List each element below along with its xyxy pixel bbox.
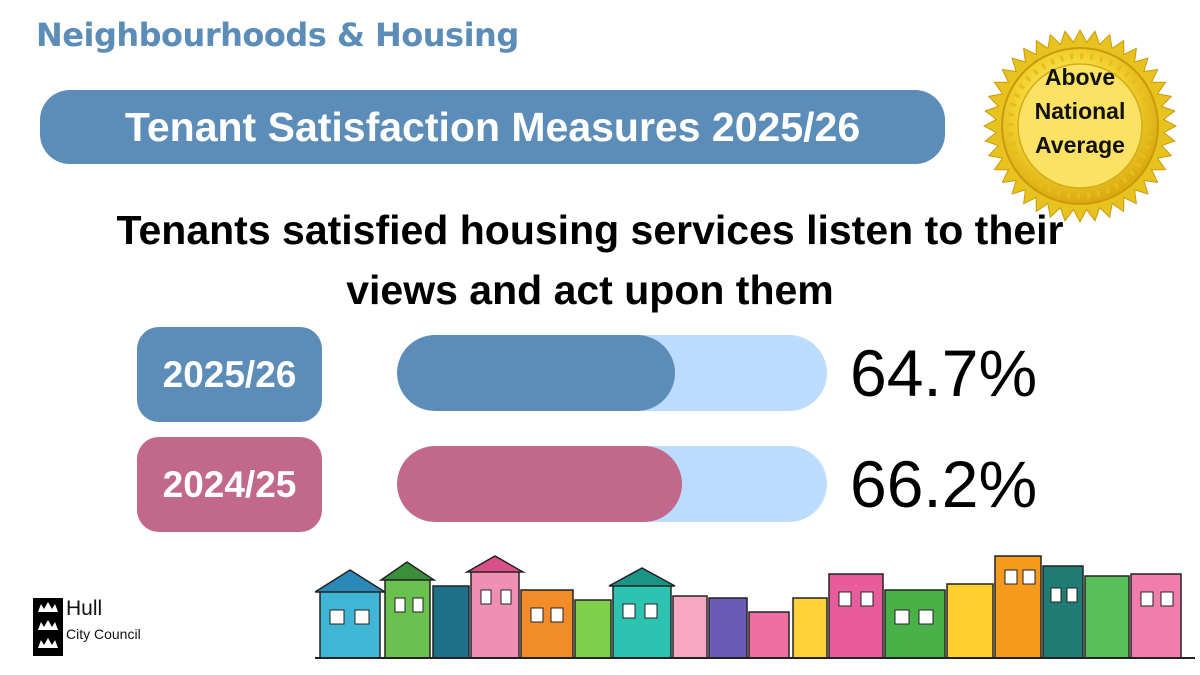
data-label-2024-25: 66.2% xyxy=(850,447,1038,521)
bar-track-2025-26 xyxy=(397,335,827,411)
hull-crown-logo-icon xyxy=(33,598,63,656)
logo-name: Hull xyxy=(66,597,103,620)
bar-track-2024-25 xyxy=(397,446,827,522)
bar-2024-25 xyxy=(397,446,682,522)
category-label-2025-26: 2025/26 xyxy=(137,327,322,422)
seal-line-2: National xyxy=(1034,98,1126,124)
above-average-seal-icon xyxy=(982,28,1178,224)
colorful-houses-illustration-icon xyxy=(315,555,1195,659)
chart-title: Tenants satisfied housing services liste… xyxy=(116,207,1064,313)
department-heading: Neighbourhoods & Housing xyxy=(36,16,519,54)
seal-text: Above National Average xyxy=(982,60,1178,162)
logo-subtitle: City Council xyxy=(66,626,141,642)
title-banner: Tenant Satisfaction Measures 2025/26 xyxy=(40,90,945,164)
bar-2025-26 xyxy=(397,335,675,411)
seal-line-3: Average xyxy=(1035,132,1125,158)
category-label-2024-25: 2024/25 xyxy=(137,437,322,532)
seal-line-1: Above xyxy=(1044,64,1116,90)
data-label-2025-26: 64.7% xyxy=(850,336,1038,410)
